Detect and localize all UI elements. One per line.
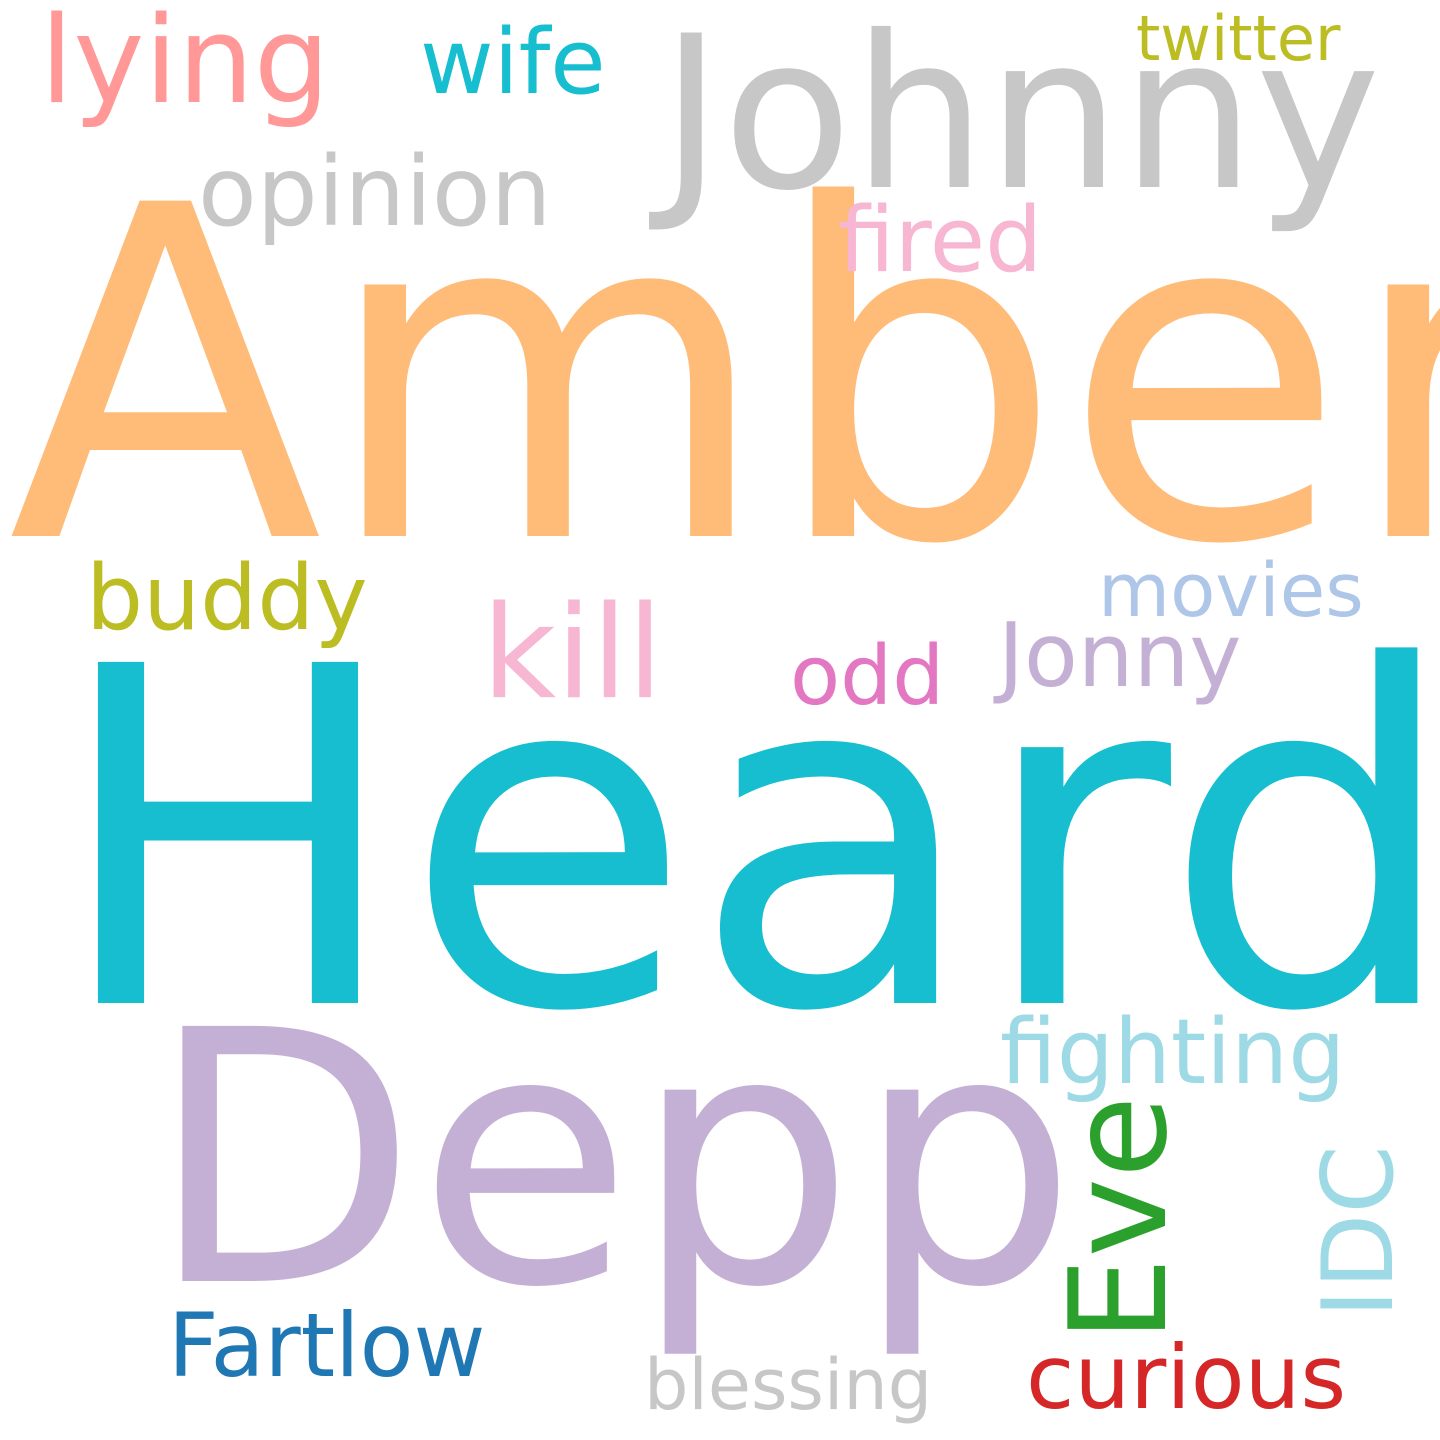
word-fighting: fighting — [1000, 1000, 1346, 1105]
word-fired: fired — [838, 188, 1043, 293]
word-opinion: opinion — [198, 136, 552, 248]
word-depp: Depp — [148, 956, 1078, 1364]
word-idc: IDC — [1302, 1145, 1416, 1318]
word-odd: odd — [790, 629, 945, 724]
word-twitter: twitter — [1136, 2, 1341, 75]
word-amber: Amber — [8, 110, 1440, 645]
word-eve: Eve — [1041, 1095, 1197, 1342]
word-wife: wife — [420, 10, 606, 115]
word-fartlow: Fartlow — [168, 1294, 486, 1397]
word-buddy: buddy — [86, 546, 368, 651]
word-lying: lying — [40, 0, 330, 131]
word-heard: Heard — [52, 570, 1440, 1114]
word-kill: kill — [482, 579, 663, 728]
word-jonny: Jonny — [998, 604, 1242, 707]
word-blessing: blessing — [644, 1344, 933, 1426]
word-movies: movies — [1098, 548, 1364, 634]
word-johnny: Johnny — [660, 0, 1381, 237]
word-curious: curious — [1026, 1326, 1347, 1429]
